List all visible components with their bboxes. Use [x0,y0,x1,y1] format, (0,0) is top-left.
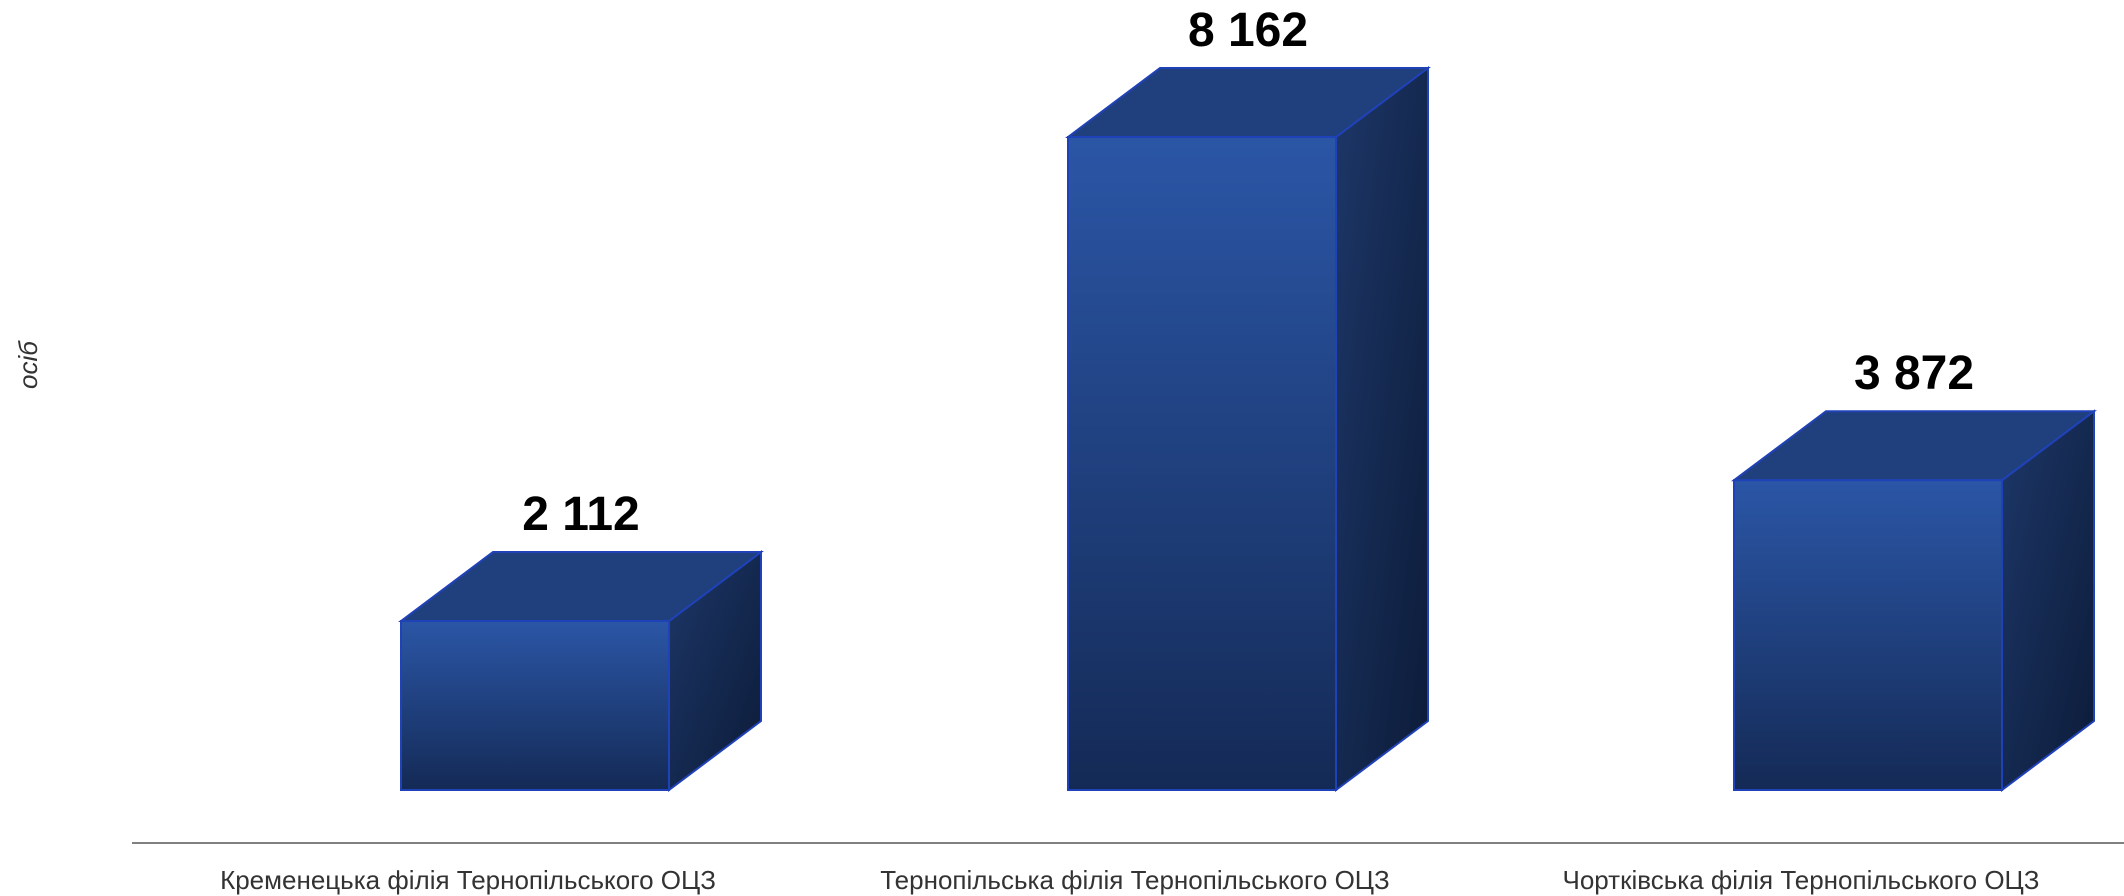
bar-front-face [1733,479,2003,791]
bar-front-face [1067,136,1337,791]
x-tick-label: Чортківська філія Тернопільського ОЦЗ [1562,865,2039,895]
bar-3 [1731,409,2097,792]
bar-1 [398,550,764,792]
data-label: 3 872 [1854,347,1974,400]
bar-front-face [400,620,670,792]
bar-2 [1065,66,1431,792]
data-label: 8 162 [1188,4,1308,57]
y-axis-label: осіб [13,340,43,389]
bar-side-face [1335,66,1429,792]
x-tick-label: Кременецька філія Тернопільського ОЦЗ [220,865,716,895]
x-tick-label: Тернопільська філія Тернопільського ОЦЗ [880,865,1390,895]
bars [398,66,2097,792]
category-labels: 2 112 Кременецька філія Тернопільського О… [220,4,2039,895]
data-label: 2 112 [522,488,639,541]
